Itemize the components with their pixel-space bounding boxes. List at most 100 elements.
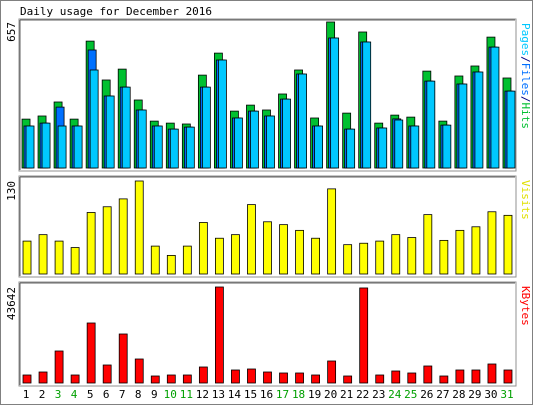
bar [118,198,128,275]
x-tick-label: 24 [388,388,402,401]
x-tick-label: 26 [420,388,433,401]
bar [458,83,468,169]
x-tick-label: 27 [436,388,449,401]
bar [407,372,417,384]
bar [102,364,112,384]
legend-entry: Hits [519,103,532,130]
x-tick-label: 7 [119,388,126,401]
bar [182,374,192,384]
bar [391,234,401,275]
bar [311,237,320,275]
bar [378,127,388,169]
bar [359,287,369,384]
bar [38,234,48,275]
x-tick-label: 4 [71,388,78,401]
panel [18,281,517,387]
bar [471,369,481,384]
x-tick-label: 25 [404,388,417,401]
bar [54,350,64,384]
legend: Pages/Files/Hits [519,23,532,129]
y-tick-label: 130 [5,181,18,201]
y-tick-label: 43642 [5,287,18,320]
bar [201,86,211,169]
bar [266,115,275,169]
x-tick-label: 13 [212,388,225,401]
bar [426,80,436,169]
bar [471,226,481,275]
bar [295,229,304,275]
bar [218,59,227,169]
bar [231,369,240,384]
x-tick-label: 31 [500,388,513,401]
x-tick-label: 20 [324,388,337,401]
bar [247,368,256,384]
bar [282,98,291,169]
legend-entry: Files [519,63,532,96]
bar [410,125,420,169]
chart-title: Daily usage for December 2016 [20,5,212,18]
bar [263,371,272,384]
bar [327,188,337,275]
bar [279,372,288,384]
x-tick-label: 3 [55,388,62,401]
bar [362,41,372,169]
bar [423,365,433,384]
bar [137,109,147,169]
bar [375,374,385,384]
bar [231,234,240,275]
y-tick-label: 657 [5,22,18,42]
legend: Visits [519,180,532,220]
legend-entry: KBytes [519,286,532,326]
legend-separator: / [519,96,532,103]
bar [73,125,83,169]
bar [134,180,144,275]
legend-entry: Pages [519,23,532,56]
bar [215,286,224,384]
bar [455,229,465,275]
bar [169,128,179,169]
bar [407,237,417,275]
x-tick-label: 2 [39,388,46,401]
x-tick-label: 12 [196,388,209,401]
bar [442,124,452,169]
bar [247,204,256,275]
bar [263,221,272,275]
bar [166,374,176,384]
bar [182,245,192,275]
bar [57,125,67,169]
x-tick-label: 22 [356,388,369,401]
x-tick-label: 1 [23,388,30,401]
bar [22,240,32,275]
x-tick-label: 28 [452,388,465,401]
bar [102,206,112,275]
bar [506,90,516,169]
legend-entry: Visits [519,180,532,220]
x-tick-label: 17 [276,388,289,401]
bar [330,37,340,169]
bar [250,110,259,169]
bar [503,214,513,275]
bar [134,358,144,384]
bar [311,374,320,384]
bar [503,369,513,384]
x-tick-label: 6 [103,388,110,401]
x-tick-label: 29 [468,388,481,401]
bar [394,119,404,169]
bar [343,244,353,275]
bar [314,125,323,169]
bar [298,73,307,169]
bar [22,374,32,384]
x-tick-label: 11 [180,388,193,401]
bar [38,371,48,384]
bar [487,363,497,384]
bar [327,360,337,384]
bar [487,211,497,275]
bar [215,237,224,275]
bar [118,333,128,384]
bar [423,214,433,275]
x-tick-label: 5 [87,388,94,401]
bar [455,369,465,384]
bar [234,117,243,169]
x-tick-label: 30 [484,388,497,401]
